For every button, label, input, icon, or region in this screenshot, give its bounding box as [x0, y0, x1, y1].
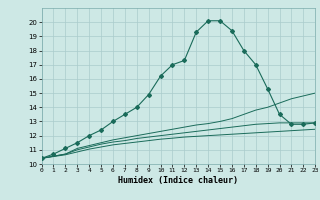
- X-axis label: Humidex (Indice chaleur): Humidex (Indice chaleur): [118, 176, 238, 185]
